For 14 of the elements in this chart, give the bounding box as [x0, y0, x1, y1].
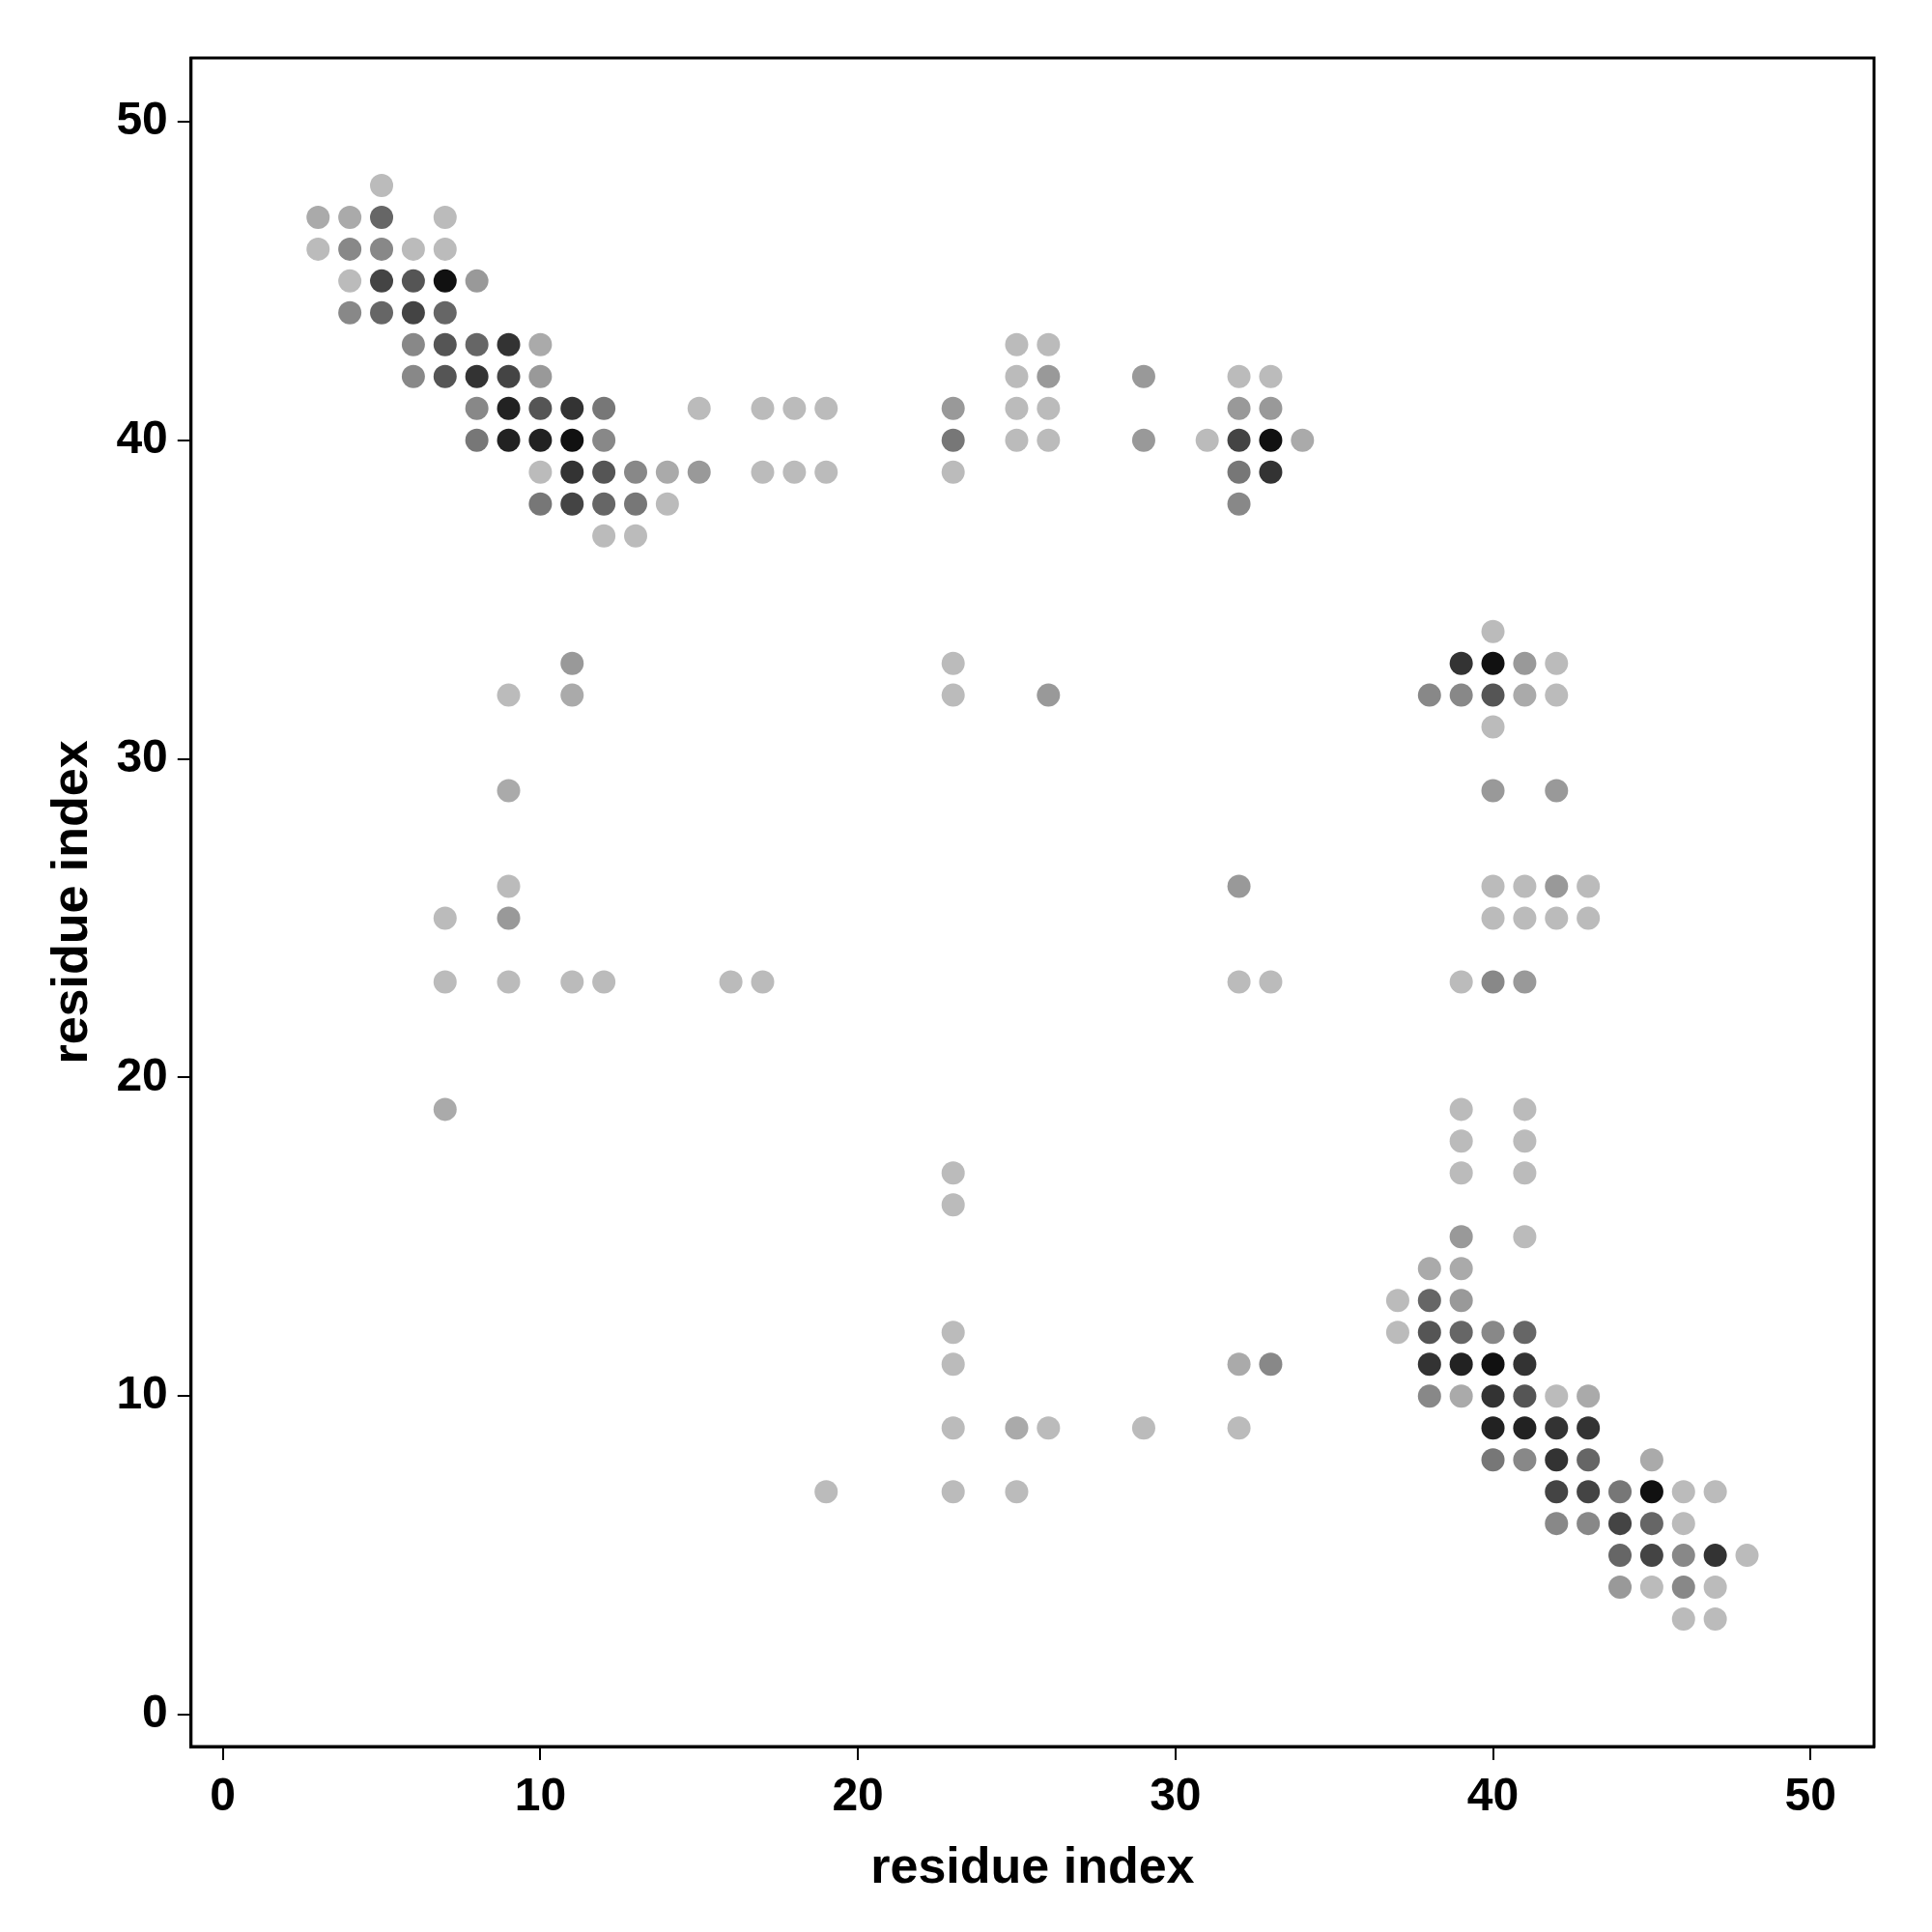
x-tick-label: 10: [514, 1769, 567, 1821]
y-axis-title: residue index: [41, 740, 98, 1065]
x-tick-label: 50: [1784, 1769, 1836, 1821]
y-tick-label: 50: [116, 93, 168, 145]
y-tick-label: 10: [116, 1367, 168, 1419]
y-tick-label: 20: [116, 1048, 168, 1100]
y-tick-label: 0: [142, 1686, 168, 1738]
x-tick-label: 20: [832, 1769, 884, 1821]
y-tick-label: 30: [116, 729, 168, 781]
y-tick-label: 40: [116, 412, 168, 464]
x-axis-title: residue index: [870, 1837, 1195, 1894]
x-tick-label: 40: [1466, 1769, 1520, 1821]
x-tick-label: 0: [210, 1769, 237, 1821]
x-tick-label: 30: [1150, 1769, 1202, 1821]
